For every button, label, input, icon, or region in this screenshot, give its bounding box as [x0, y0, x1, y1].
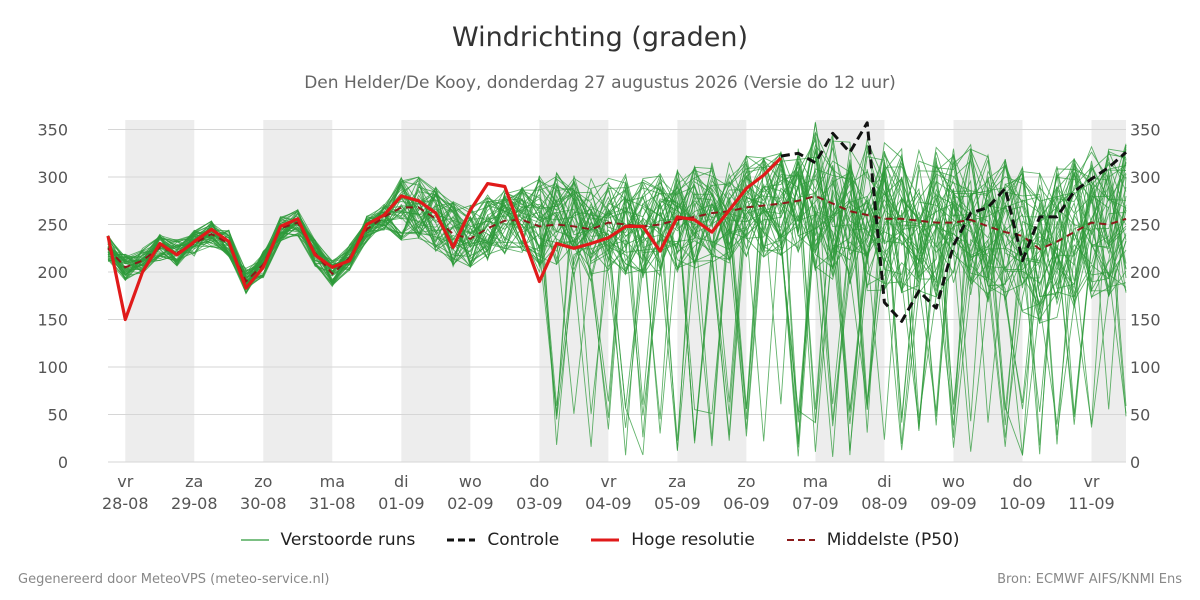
- y-tick-label-right: 300: [1130, 168, 1161, 187]
- legend-item-control: Controle: [447, 530, 559, 550]
- y-tick-label-left: 350: [37, 121, 68, 140]
- y-tick-label-right: 350: [1130, 121, 1161, 140]
- x-tick-day: ma: [320, 472, 345, 491]
- x-tick-day: vr: [1083, 472, 1099, 491]
- x-tick-date: 02-09: [447, 494, 494, 513]
- legend-label-control: Controle: [487, 530, 560, 550]
- x-tick-day: za: [668, 472, 686, 491]
- y-tick-label-right: 200: [1130, 263, 1161, 282]
- y-tick-label-left: 50: [48, 406, 68, 425]
- x-tick-date: 31-08: [309, 494, 356, 513]
- legend-swatch-median: [786, 539, 815, 541]
- x-tick-date: 05-09: [654, 494, 701, 513]
- night-band: [401, 120, 471, 462]
- x-tick-date: 04-09: [585, 494, 632, 513]
- ensemble-member-line: [107, 156, 1127, 452]
- x-tick-day: vr: [600, 472, 616, 491]
- x-tick-date: 09-09: [930, 494, 977, 513]
- chart-subtitle: Den Helder/De Kooy, donderdag 27 augustu…: [304, 73, 896, 93]
- y-tick-label-right: 150: [1130, 311, 1161, 330]
- y-tick-label-left: 200: [37, 263, 68, 282]
- y-tick-label-left: 300: [37, 168, 68, 187]
- ensemble-member-line: [107, 141, 1127, 456]
- footer-generated-by: Gegenereerd door MeteoVPS (meteo-service…: [18, 572, 330, 587]
- x-tick-date: 06-09: [723, 494, 770, 513]
- legend-swatch-ensemble: [240, 539, 269, 541]
- legend-label-median: Middelste (P50): [826, 530, 960, 550]
- x-tick-day: vr: [117, 472, 133, 491]
- legend-item-highres: Hoge resolutie: [591, 530, 755, 550]
- legend-item-ensemble: Verstoorde runs: [240, 530, 416, 550]
- x-tick-day: za: [185, 472, 203, 491]
- x-tick-day: ma: [803, 472, 828, 491]
- ensemble-member-line: [107, 148, 1127, 305]
- x-tick-day: di: [877, 472, 892, 491]
- night-band: [263, 120, 333, 462]
- x-tick-date: 30-08: [240, 494, 287, 513]
- x-tick-day: do: [529, 472, 549, 491]
- chart-legend: Verstoorde runs Controle Hoge resolutie …: [0, 530, 1200, 550]
- x-tick-day: wo: [942, 472, 965, 491]
- x-tick-date: 07-09: [792, 494, 839, 513]
- chart-title: Windrichting (graden): [451, 22, 749, 53]
- y-tick-label-left: 150: [37, 311, 68, 330]
- x-tick-day: di: [394, 472, 409, 491]
- y-tick-label-left: 0: [58, 453, 68, 472]
- x-tick-day: do: [1012, 472, 1032, 491]
- y-tick-label-right: 0: [1130, 453, 1140, 472]
- x-tick-date: 29-08: [171, 494, 218, 513]
- y-tick-label-right: 250: [1130, 216, 1161, 235]
- legend-swatch-highres: [591, 538, 620, 542]
- x-tick-date: 28-08: [102, 494, 149, 513]
- x-tick-day: zo: [737, 472, 755, 491]
- legend-item-median: Middelste (P50): [786, 530, 960, 550]
- x-tick-day: wo: [459, 472, 482, 491]
- legend-swatch-control: [447, 538, 476, 542]
- ensemble-member-line: [107, 164, 1127, 450]
- x-tick-date: 08-09: [861, 494, 908, 513]
- ensemble-member-line: [107, 145, 1127, 411]
- y-tick-label-right: 100: [1130, 358, 1161, 377]
- y-tick-label-right: 50: [1130, 406, 1150, 425]
- y-tick-label-left: 100: [37, 358, 68, 377]
- x-tick-date: 10-09: [999, 494, 1046, 513]
- legend-label-highres: Hoge resolutie: [631, 530, 755, 550]
- legend-label-ensemble: Verstoorde runs: [280, 530, 416, 550]
- footer-source: Bron: ECMWF AIFS/KNMI Ens: [997, 572, 1182, 587]
- x-tick-date: 11-09: [1068, 494, 1115, 513]
- x-tick-date: 03-09: [516, 494, 563, 513]
- x-tick-day: zo: [254, 472, 272, 491]
- series-line-controle: [780, 121, 1127, 323]
- series-line-hoge-resolutie: [106, 156, 783, 322]
- x-tick-date: 01-09: [378, 494, 425, 513]
- y-tick-label-left: 250: [37, 216, 68, 235]
